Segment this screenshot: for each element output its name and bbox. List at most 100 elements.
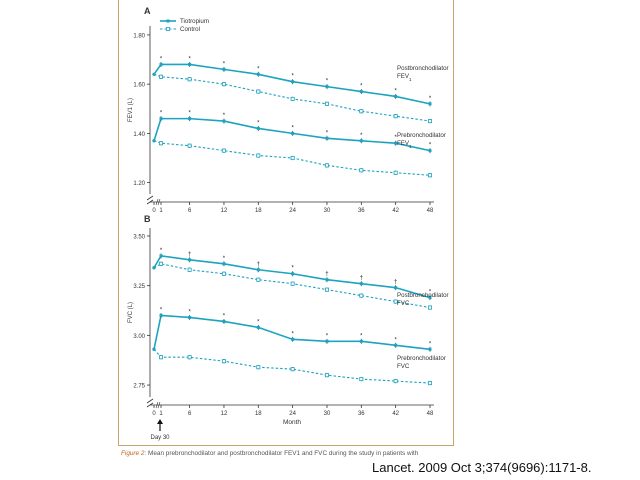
data-point xyxy=(159,62,163,66)
baseline-point xyxy=(152,266,156,270)
data-point xyxy=(428,347,432,351)
series-tiotropium-2: * * * * * * * * * xyxy=(152,111,432,154)
x-tick-label: 42 xyxy=(392,411,399,417)
significance-marker: * xyxy=(326,333,329,339)
data-point xyxy=(359,293,364,298)
x-tick-label: 30 xyxy=(324,411,331,417)
significance-marker: * xyxy=(257,319,260,325)
data-point xyxy=(159,117,163,121)
y-axis-label: FVC (L) xyxy=(128,302,134,323)
data-point xyxy=(359,377,364,382)
data-point xyxy=(359,168,364,173)
baseline-point xyxy=(152,72,156,76)
significance-marker: † xyxy=(257,262,260,268)
x-tick-label: 36 xyxy=(358,411,365,417)
x-axis-break xyxy=(155,198,161,206)
figure-label: Figure 2: xyxy=(121,450,147,457)
data-point xyxy=(187,143,192,148)
legend-swatch-marker xyxy=(166,19,170,23)
significance-marker: † xyxy=(188,252,191,258)
series-line xyxy=(153,63,431,105)
data-point xyxy=(324,373,329,378)
y-tick-label: 1.60 xyxy=(133,83,145,89)
group-label-line2: FVC xyxy=(397,363,410,370)
group-label-line1: Prebronchodilator xyxy=(397,132,446,139)
x-tick-label: 1 xyxy=(159,411,163,417)
y-tick-label: 3.25 xyxy=(133,284,145,290)
figure-caption-text: Mean prebronchodilator and postbronchodi… xyxy=(148,450,419,457)
data-point xyxy=(291,80,295,84)
y-axis-break xyxy=(146,195,154,205)
significance-marker: * xyxy=(429,290,432,296)
data-point xyxy=(393,114,398,119)
data-point xyxy=(290,281,295,286)
legend-entry-label: Tiotropium xyxy=(180,18,209,25)
data-point xyxy=(393,299,398,304)
group-label-line2: FEV1 xyxy=(397,140,412,149)
data-point xyxy=(325,136,329,140)
significance-marker: * xyxy=(160,111,163,117)
data-point xyxy=(221,148,226,153)
series-tiotropium-0: * † * † * † † † * xyxy=(152,248,432,301)
data-point xyxy=(394,94,398,98)
data-point xyxy=(428,296,432,300)
group-label-line1: Postbronchodilator xyxy=(397,292,449,299)
data-point xyxy=(359,109,364,114)
y-tick-label: 1.40 xyxy=(133,132,145,138)
data-point xyxy=(188,258,192,262)
data-point xyxy=(222,67,226,71)
series-tiotropium-0: * * * * * * * * * xyxy=(152,56,432,107)
significance-marker: * xyxy=(326,79,329,85)
data-point xyxy=(221,82,226,87)
significance-marker: * xyxy=(291,331,294,337)
x-tick-label: 18 xyxy=(255,411,262,417)
x-tick-label: 48 xyxy=(427,208,434,214)
data-point xyxy=(187,77,192,82)
data-point xyxy=(394,286,398,290)
significance-marker: † xyxy=(360,276,363,282)
baseline-point xyxy=(152,139,156,143)
data-point xyxy=(324,101,329,106)
series-line xyxy=(153,140,431,176)
data-point xyxy=(359,282,363,286)
series-control-3 xyxy=(152,347,432,386)
data-point xyxy=(158,141,163,146)
data-point xyxy=(256,153,261,158)
data-point xyxy=(158,355,163,360)
significance-marker: * xyxy=(160,248,163,254)
significance-marker: * xyxy=(223,113,226,119)
series-line xyxy=(153,117,431,152)
data-point xyxy=(256,72,260,76)
significance-marker: † xyxy=(394,280,397,286)
data-point xyxy=(188,117,192,121)
y-tick-label: 1.80 xyxy=(133,33,145,39)
significance-marker: * xyxy=(223,313,226,319)
day30-arrow-head xyxy=(157,419,163,424)
baseline-point xyxy=(152,347,156,351)
data-point xyxy=(394,343,398,347)
figure-frame xyxy=(118,0,454,446)
data-point xyxy=(393,170,398,175)
x-tick-label: 24 xyxy=(289,208,296,214)
x-tick-label: 18 xyxy=(255,208,262,214)
day30-label: Day 30 xyxy=(150,435,170,441)
data-point xyxy=(222,119,226,123)
significance-marker: * xyxy=(394,135,397,141)
data-point xyxy=(188,315,192,319)
panel-letter: B xyxy=(144,214,151,224)
data-point xyxy=(221,271,226,276)
data-point xyxy=(290,155,295,160)
series-line xyxy=(153,73,431,122)
y-axis-break xyxy=(146,398,154,408)
x-tick-label: 6 xyxy=(188,411,192,417)
x-tick-label: 42 xyxy=(392,208,399,214)
data-point xyxy=(290,96,295,101)
chart-panel-b: B 2.75 3.00 3.25 3.50 FVC (L) 0 1 6 12 18 24 30 36 42 4… xyxy=(128,214,449,441)
data-point xyxy=(158,74,163,79)
series-line xyxy=(153,263,431,309)
data-point xyxy=(359,339,363,343)
data-point xyxy=(222,262,226,266)
